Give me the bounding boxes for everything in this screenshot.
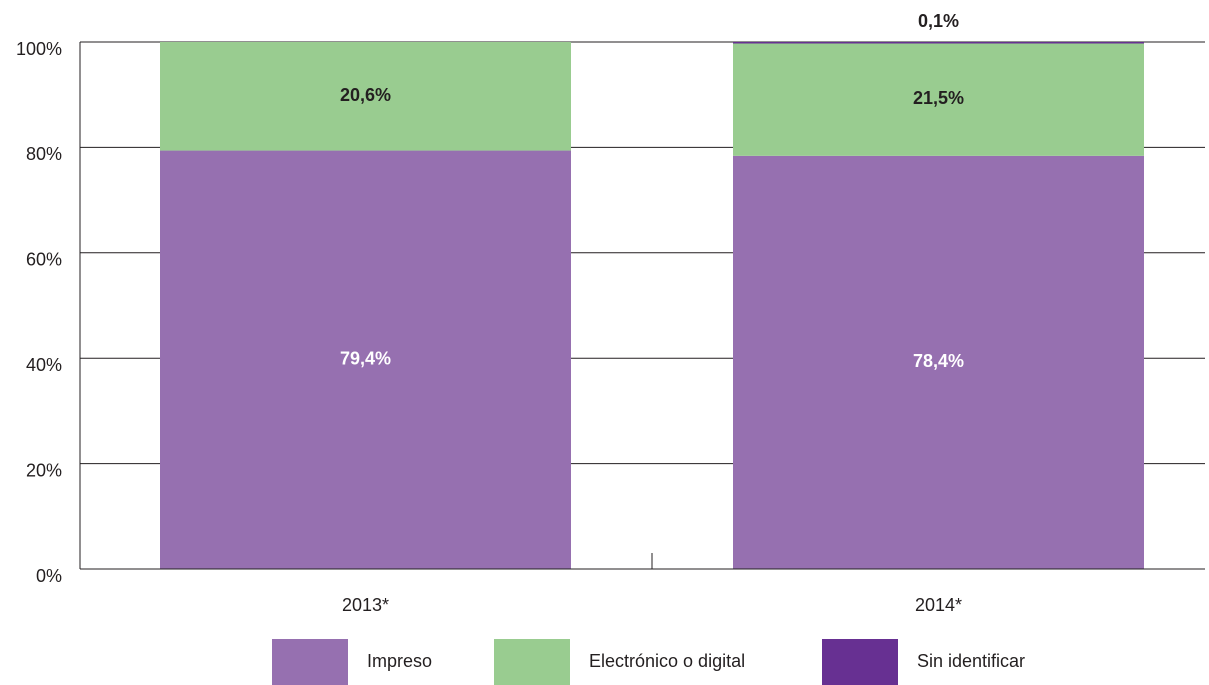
value-label: 0,1%: [918, 11, 959, 31]
legend-swatch: [272, 639, 348, 685]
x-tick-label: 2014*: [915, 595, 962, 615]
bar-segment: [160, 42, 571, 151]
value-label: 20,6%: [340, 85, 391, 105]
x-tick-label: 2013*: [342, 595, 389, 615]
value-label: 79,4%: [340, 349, 391, 369]
bar-segment: [733, 42, 1144, 156]
bar-segment: [733, 42, 1144, 44]
y-tick-label: 40%: [26, 355, 62, 375]
y-tick-label: 0%: [36, 566, 62, 586]
y-tick-label: 100%: [16, 39, 62, 59]
legend-swatch: [822, 639, 898, 685]
legend-swatch: [494, 639, 570, 685]
value-label: 21,5%: [913, 88, 964, 108]
bar-segment: [733, 155, 1144, 569]
y-tick-label: 20%: [26, 460, 62, 480]
legend-label: Sin identificar: [917, 651, 1025, 671]
y-tick-label: 60%: [26, 250, 62, 270]
legend-label: Impreso: [367, 651, 432, 671]
bar-segment: [160, 150, 571, 569]
y-tick-label: 80%: [26, 144, 62, 164]
legend-label: Electrónico o digital: [589, 651, 745, 671]
value-label: 78,4%: [913, 351, 964, 371]
